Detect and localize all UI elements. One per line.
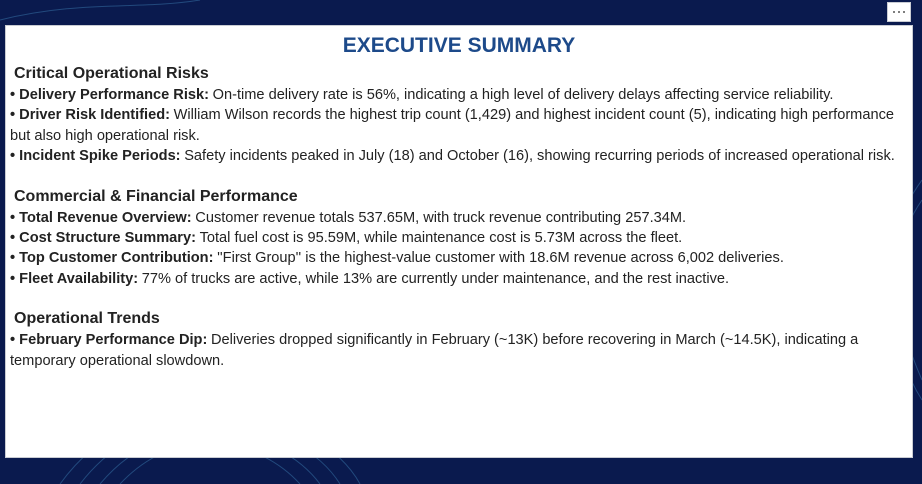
item-text: Safety incidents peaked in July (18) and…: [184, 148, 895, 165]
item-label: • Driver Risk Identified:: [10, 107, 171, 124]
summary-item: • Incident Spike Periods: Safety incident…: [10, 146, 908, 166]
item-text: 77% of trucks are active, while 13% are …: [141, 270, 730, 287]
summary-item: • Total Revenue Overview: Customer revenu…: [10, 208, 908, 228]
item-label: • Fleet Availability:: [10, 270, 139, 287]
item-label: • February Performance Dip:: [10, 332, 208, 349]
summary-item: • Driver Risk Identified: William Wilson …: [10, 105, 908, 146]
item-text: ''First Group'' is the highest-value cus…: [217, 250, 784, 267]
summary-item: • Top Customer Contribution: ''First Grou…: [10, 248, 908, 268]
summary-item: • February Performance Dip: Deliveries dr…: [10, 330, 908, 371]
item-text: Total fuel cost is 95.59M, while mainten…: [199, 230, 683, 247]
section: Critical Operational Risks • Delivery Per…: [10, 64, 908, 167]
item-text: On-time delivery rate is 56%, indicating…: [212, 87, 834, 103]
item-label: • Delivery Performance Risk:: [10, 87, 209, 103]
section-heading: Operational Trends: [14, 310, 160, 328]
item-text: Deliveries dropped significantly in Febr…: [10, 332, 859, 369]
summary-panel: EXECUTIVE SUMMARY Critical Operational R…: [5, 25, 913, 458]
summary-item: • Cost Structure Summary: Total fuel cost…: [10, 228, 908, 248]
item-text: Customer revenue totals 537.65M, with tr…: [195, 209, 687, 226]
summary-body: Critical Operational Risks • Delivery Per…: [10, 64, 908, 391]
section: Commercial & Financial Performance • Tota…: [10, 187, 908, 290]
item-label: • Incident Spike Periods:: [10, 148, 181, 165]
summary-item: • Delivery Performance Risk: On-time deli…: [10, 85, 908, 105]
item-label: • Total Revenue Overview:: [10, 209, 192, 226]
section-heading: Critical Operational Risks: [14, 65, 209, 82]
item-label: • Cost Structure Summary:: [10, 230, 196, 247]
more-options-button[interactable]: [887, 2, 911, 22]
more-icon: [893, 11, 905, 13]
section: Operational Trends • February Performance…: [10, 309, 908, 371]
item-label: • Top Customer Contribution:: [10, 250, 214, 267]
section-heading: Commercial & Financial Performance: [14, 187, 298, 205]
summary-item: • Fleet Availability: 77% of trucks are a…: [10, 269, 908, 289]
item-text: William Wilson records the highest trip …: [10, 107, 894, 144]
panel-title: EXECUTIVE SUMMARY: [342, 34, 576, 57]
